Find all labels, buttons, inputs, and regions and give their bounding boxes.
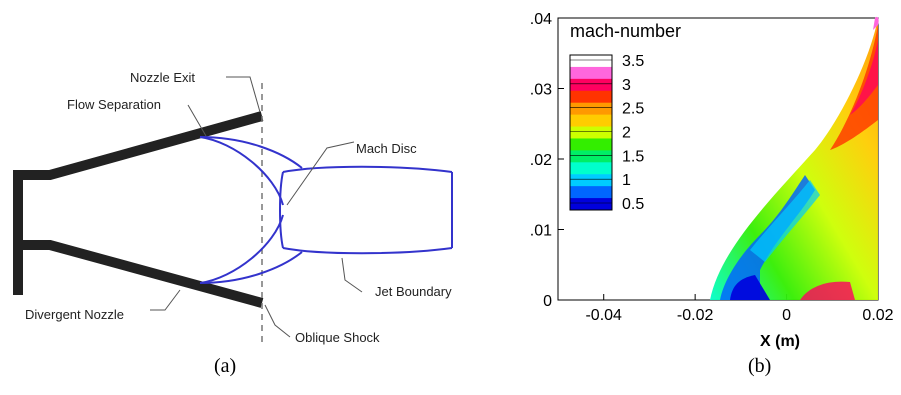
colorbar-cell xyxy=(570,55,612,68)
nozzle-schematic-panel: Nozzle Exit Flow Separation Mach Disc Je… xyxy=(13,70,453,345)
label-jet-boundary: Jet Boundary xyxy=(375,284,452,299)
colorbar-cell xyxy=(570,114,612,128)
mach-contour-chart: -0.04 -0.02 0 0.02 0 .01 .02 .03 .04 mach-number… xyxy=(530,11,894,350)
flow-high-mach-band xyxy=(830,25,878,150)
oblique-shock-upper xyxy=(199,136,284,206)
x-tick-label: -0.04 xyxy=(585,307,622,324)
colorbar-level-label: 3 xyxy=(622,77,631,94)
colorbar-cell xyxy=(570,162,612,175)
colorbar-cell xyxy=(570,90,612,104)
colorbar-cell xyxy=(570,198,612,211)
shock-structure xyxy=(199,136,453,284)
y-tick-label: .04 xyxy=(530,11,552,28)
colorbar-cell xyxy=(570,126,612,139)
nozzle-lower-wall xyxy=(13,175,264,308)
nozzle-schematic: Nozzle Exit Flow Separation Mach Disc Je… xyxy=(13,70,453,345)
label-mach-disc: Mach Disc xyxy=(356,141,417,156)
caption-b: (b) xyxy=(748,355,772,377)
colorbar-level-label: 2.5 xyxy=(622,101,644,118)
colorbar-level-label: 3.5 xyxy=(622,53,644,70)
leader-jet-boundary xyxy=(341,257,363,293)
flow-peak-band xyxy=(850,40,878,115)
mach-disc xyxy=(279,171,284,249)
x-tick-label: 0.02 xyxy=(862,307,893,324)
y-tick-label: .03 xyxy=(530,82,552,99)
x-tick-label: -0.02 xyxy=(677,307,714,324)
flow-subsonic-pocket xyxy=(730,275,770,300)
leader-lines xyxy=(150,76,363,338)
colorbar-level-label: 0.5 xyxy=(622,196,644,213)
colorbar-level-label: 2 xyxy=(622,125,631,142)
colorbar-border xyxy=(569,54,613,211)
colorbar: mach-number 3.5 3 2.5 2 1.5 1 0.5 xyxy=(569,21,681,213)
separated-shear-lower xyxy=(199,251,303,284)
jet-boundary-lower xyxy=(282,247,453,255)
oblique-shock-lower xyxy=(199,214,284,284)
leader-nozzle-exit xyxy=(226,76,261,113)
flow-cyan-band xyxy=(750,180,820,262)
flow-field xyxy=(710,16,879,300)
flow-hot-spot xyxy=(800,281,855,300)
y-tick-label: .02 xyxy=(530,152,552,169)
leader-oblique-shock xyxy=(264,304,291,338)
label-divergent-nozzle: Divergent Nozzle xyxy=(25,307,124,322)
x-axis-label: X (m) xyxy=(760,333,800,350)
x-tick-label: 0 xyxy=(782,307,791,324)
label-flow-separation: Flow Separation xyxy=(67,97,161,112)
leader-divergent-nozzle xyxy=(150,289,181,311)
y-tick-label: .01 xyxy=(530,223,552,240)
colorbar-cell xyxy=(570,102,612,116)
colorbar-level-label: 1.5 xyxy=(622,148,644,165)
colorbar-cell xyxy=(570,150,612,163)
colorbar-cell xyxy=(570,66,612,80)
label-nozzle-exit: Nozzle Exit xyxy=(130,70,195,85)
colorbar-title: mach-number xyxy=(570,21,681,41)
colorbar-level-label: 1 xyxy=(622,172,631,189)
colorbar-cell xyxy=(570,186,612,199)
leader-flow-separation xyxy=(187,104,207,137)
colorbar-cell xyxy=(570,138,612,151)
flow-outer-band xyxy=(710,18,878,300)
separated-shear-upper xyxy=(199,136,303,169)
label-oblique-shock: Oblique Shock xyxy=(295,330,380,345)
y-tick-label: 0 xyxy=(543,293,552,310)
jet-boundary-upper xyxy=(282,165,453,173)
colorbar-cell xyxy=(570,78,612,92)
colorbar-cell xyxy=(570,174,612,187)
caption-a: (a) xyxy=(214,355,237,377)
leader-mach-disc xyxy=(286,141,355,206)
flow-edge-magenta xyxy=(873,16,879,30)
mach-contour-panel: -0.04 -0.02 0 0.02 0 .01 .02 .03 .04 mach-number… xyxy=(470,0,901,390)
